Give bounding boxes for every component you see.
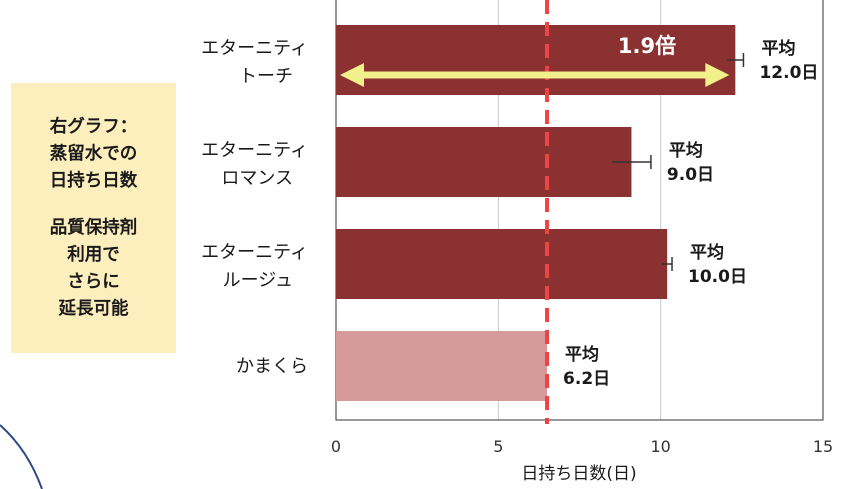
- x-tick-label: 10: [650, 437, 670, 456]
- side-note-line: さらに: [67, 271, 120, 292]
- category-label: ルージュ: [223, 270, 293, 291]
- category-label: エターニティ: [201, 38, 308, 59]
- decorative-curve: [0, 424, 43, 489]
- side-note-box: 右グラフ： 蒸留水での 日持ち日数 品質保持剤 利用で さらに 延長可能: [11, 83, 176, 353]
- data-label: 平均: [565, 344, 599, 365]
- x-tick-label: 15: [813, 437, 833, 456]
- category-label: エターニティ: [201, 140, 308, 161]
- side-note-line: 蒸留水での: [49, 143, 138, 164]
- side-note-line: 品質保持剤: [49, 217, 138, 238]
- category-label: かまくら: [236, 356, 308, 377]
- data-label: 6.2日: [563, 369, 610, 389]
- data-label: 平均: [669, 140, 703, 161]
- ratio-arrow-head-left: [340, 63, 364, 87]
- category-label: トーチ: [239, 66, 293, 87]
- data-label: 平均: [690, 242, 724, 263]
- category-label: エターニティ: [201, 242, 308, 263]
- x-tick-label: 5: [493, 437, 503, 456]
- ratio-label: 1.9倍: [618, 34, 676, 58]
- category-label: ロマンス: [221, 168, 293, 189]
- bar: [336, 229, 668, 299]
- data-label: 平均: [761, 38, 795, 59]
- bar: [336, 331, 548, 401]
- label-layer: 0 5 10 15日持ち日数(日)エターニティトーチ平均12.0日エターニティロマンス…: [201, 38, 833, 484]
- side-note-line: 利用で: [67, 244, 120, 265]
- x-axis-label: 日持ち日数(日): [521, 464, 636, 484]
- bar: [336, 127, 632, 197]
- side-note-line: 日持ち日数: [49, 170, 138, 191]
- data-label: 10.0日: [688, 267, 747, 287]
- bar-layer: [336, 25, 745, 401]
- side-note-line: 右グラフ：: [49, 116, 138, 137]
- bar: [336, 25, 736, 95]
- side-note-line: 延長可能: [58, 298, 129, 319]
- plot-frame: [335, 0, 824, 421]
- ratio-arrow-head-right: [705, 63, 730, 87]
- x-tick-label: 0: [331, 437, 341, 456]
- data-label: 12.0日: [759, 63, 818, 83]
- overlay-layer: 1.9倍: [340, 0, 730, 424]
- data-label: 9.0日: [667, 165, 714, 185]
